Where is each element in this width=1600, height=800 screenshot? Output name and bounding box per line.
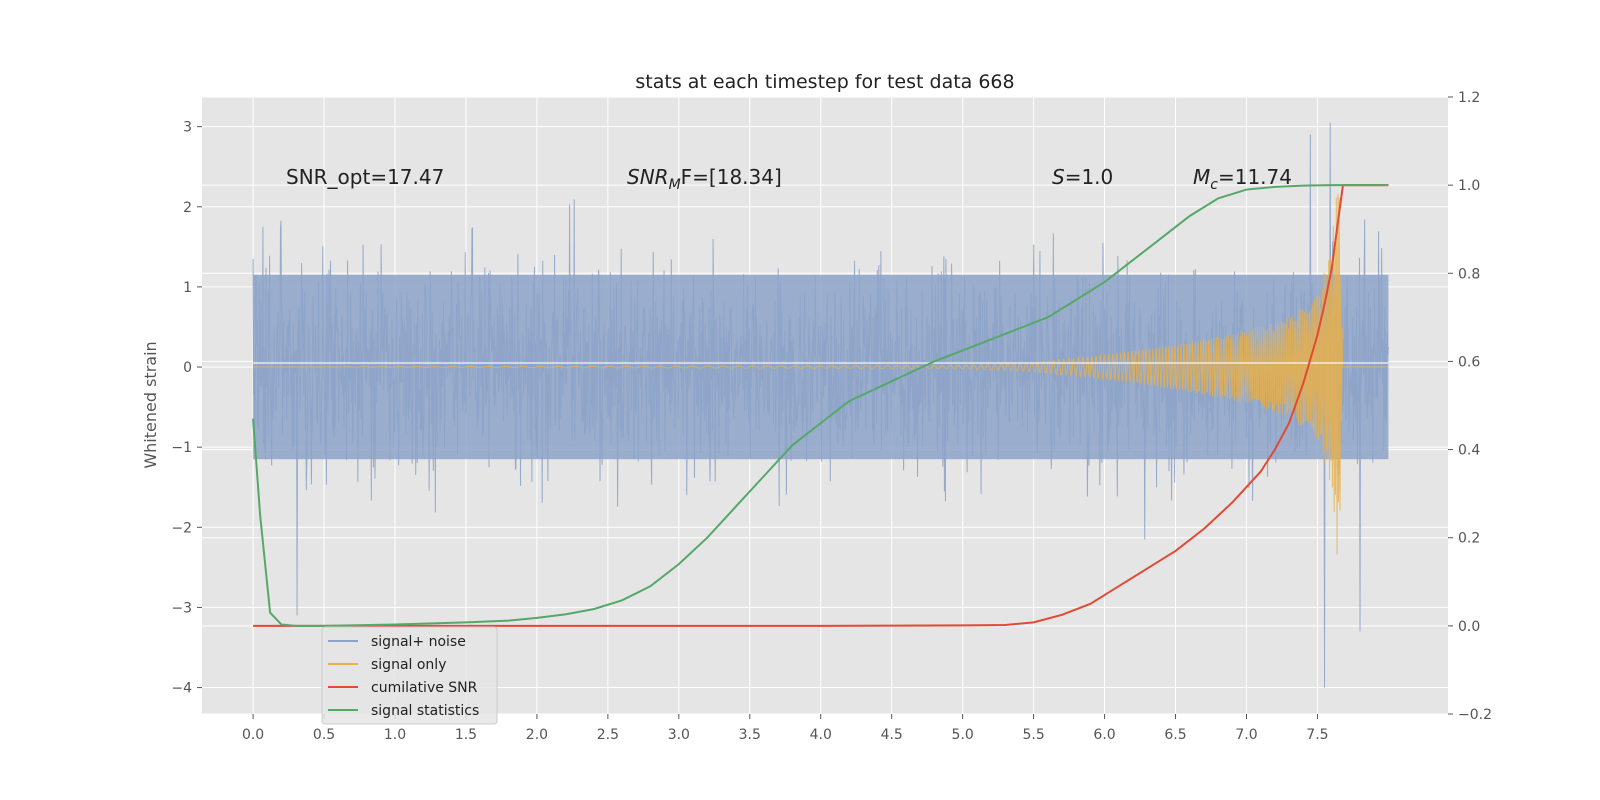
y2-tick-label: 1.2 (1458, 90, 1480, 106)
y2-tick-label: 0.6 (1458, 354, 1480, 370)
y2-tick-label: 0.2 (1458, 531, 1480, 547)
legend-label-signal-statistics: signal statistics (371, 703, 479, 719)
x-tick-label: 2.0 (526, 727, 548, 743)
x-tick-label: 6.5 (1164, 727, 1186, 743)
x-tick-label: 2.5 (597, 727, 619, 743)
y-tick-label: −2 (171, 520, 192, 536)
annotation-snr-mf-main: SNR (627, 165, 669, 189)
curve-series (252, 184, 1389, 627)
y-tick-label: 3 (183, 120, 192, 136)
annotation-mc-sub: c (1210, 177, 1218, 193)
y-axis-label: Whitened strain (141, 341, 160, 468)
x-tick-label: 6.0 (1093, 727, 1115, 743)
y2-tick-label: −0.2 (1458, 707, 1492, 723)
y-tick-label: −4 (171, 681, 192, 697)
x-tick-label: 0.0 (242, 727, 264, 743)
x-tick-label: 5.0 (952, 727, 974, 743)
x-tick-label: 1.5 (455, 727, 477, 743)
y2-axis-ticks: 1.2 1.0 0.8 0.6 0.4 0.2 0.0 −0.2 (1448, 90, 1492, 723)
x-axis-ticks: 0.0 0.5 1.0 1.5 2.0 2.5 3.0 3.5 4.0 4.5 5.0 5.5 6.0 6… (242, 714, 1329, 743)
legend-label-signal-noise: signal+ noise (371, 634, 466, 650)
x-tick-label: 3.0 (668, 727, 690, 743)
x-tick-label: 7.5 (1306, 727, 1328, 743)
chart-title: stats at each timestep for test data 668 (635, 71, 1014, 93)
annotation-mc-rest: =11.74 (1218, 165, 1292, 189)
legend-label-cumulative-snr: cumilative SNR (371, 680, 478, 696)
legend-label-signal-only: signal only (371, 657, 446, 673)
legend: signal+ noise signal only cumilative SNR… (321, 626, 498, 725)
y2-tick-label: 1.0 (1458, 178, 1480, 194)
signal-only-line (253, 193, 1389, 555)
signal-only-series (253, 193, 1389, 555)
x-tick-label: 4.5 (881, 727, 903, 743)
y-tick-label: 0 (183, 360, 192, 376)
annotation-s: S=1.0 (1052, 165, 1113, 189)
x-tick-label: 5.5 (1022, 727, 1044, 743)
annotation-snr-mf-rest: F=[18.34] (681, 165, 782, 189)
x-tick-label: 3.5 (739, 727, 761, 743)
y-tick-label: −1 (171, 440, 192, 456)
annotation-mc-main: M (1193, 165, 1210, 189)
x-tick-label: 1.0 (384, 727, 406, 743)
y-tick-label: 1 (183, 280, 192, 296)
x-tick-label: 7.0 (1235, 727, 1257, 743)
annotation-mc: Mc=11.74 (1193, 165, 1292, 193)
annotation-snr-mf: SNRMF=[18.34] (627, 165, 782, 193)
annotation-snr-mf-sub: M (669, 177, 681, 193)
signal-statistics-line (252, 184, 1389, 627)
y2-tick-label: 0.4 (1458, 443, 1480, 459)
y-tick-label: −3 (171, 600, 192, 616)
cumulative-snr-line (253, 184, 1389, 627)
annotation-snr-opt: SNR_opt=17.47 (286, 165, 444, 189)
y2-tick-label: 0.8 (1458, 266, 1480, 282)
y-tick-label: 2 (183, 200, 192, 216)
annotation-s-rest: =1.0 (1065, 165, 1114, 189)
y2-tick-label: 0.0 (1458, 619, 1480, 635)
x-tick-label: 4.0 (810, 727, 832, 743)
x-tick-label: 0.5 (313, 727, 335, 743)
annotation-s-main: S (1052, 165, 1065, 189)
y-axis-ticks: 3 2 1 0 −1 −2 −3 −4 (171, 120, 202, 697)
legend-box (321, 626, 498, 725)
